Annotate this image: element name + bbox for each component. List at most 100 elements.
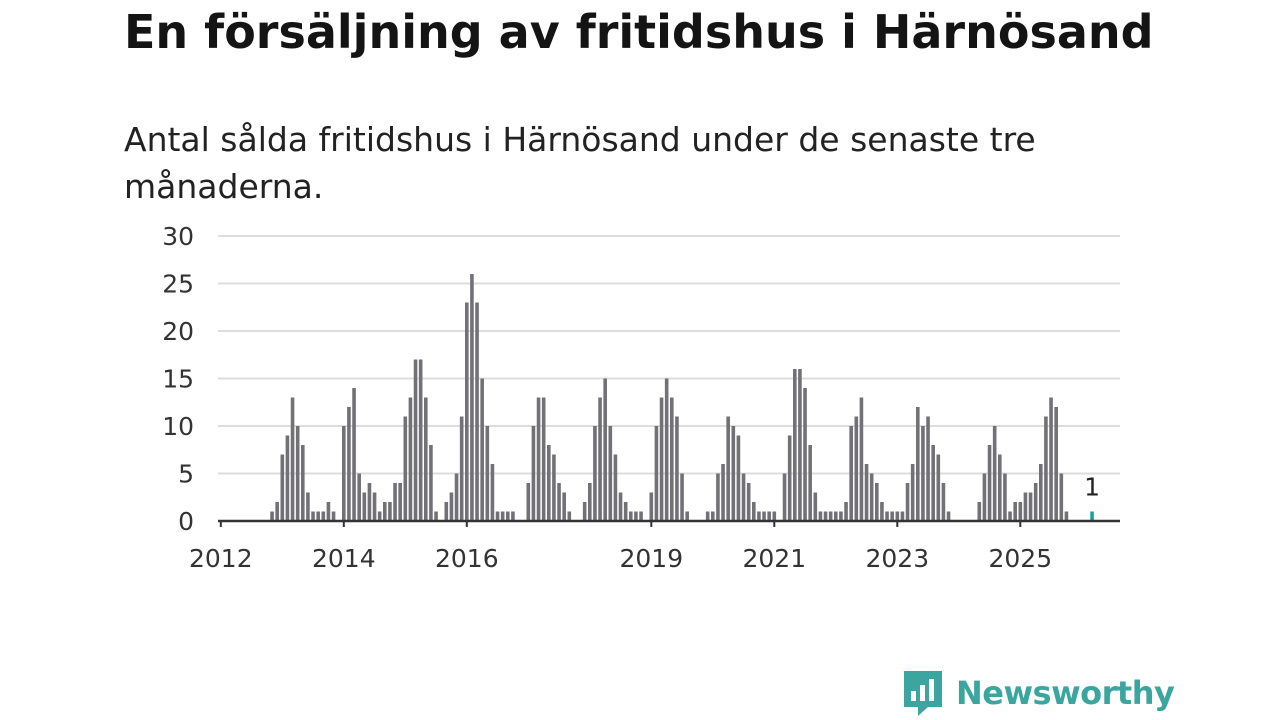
bar [685,511,689,521]
bar [357,473,361,521]
bar [752,502,756,521]
newsworthy-brand: Newsworthy [902,668,1175,718]
last-value-label: 1 [1084,473,1100,502]
bar [675,416,679,521]
bar [926,416,930,521]
bar [593,426,597,521]
bar [798,369,802,521]
bar [1003,473,1007,521]
bar [388,502,392,521]
bar [301,445,305,521]
bar [654,426,659,521]
bar [808,445,812,521]
bar [367,483,372,521]
bar [629,511,633,521]
bar [716,473,720,521]
bar [459,416,464,521]
bar [454,473,459,521]
bar [711,511,715,521]
bar [557,483,561,521]
bar [670,397,674,521]
bar [393,483,397,521]
bar [511,511,515,521]
bar [998,454,1002,521]
bar [1054,407,1058,521]
bar [362,492,367,521]
bar [316,511,320,521]
bar [444,502,449,521]
chart-headline: En försäljning av fritidshus i Härnösand [124,5,1154,59]
bar [818,511,823,521]
bar [398,483,402,521]
bar [649,492,654,521]
bar [895,511,900,521]
y-tick-label: 30 [162,222,194,251]
bar [992,426,997,521]
bar [680,473,684,521]
bar [787,435,792,521]
y-tick-label: 5 [178,460,194,489]
bar [782,473,787,521]
bar [849,426,853,521]
bar [342,426,346,521]
bar [331,511,336,521]
bar [588,483,592,521]
bar [526,483,531,521]
x-tick-label: 2023 [865,544,929,573]
bar [562,492,566,521]
x-tick-label: 2021 [742,544,806,573]
bar [347,407,351,521]
x-tick-label: 2025 [988,544,1052,573]
bar [311,511,315,521]
bar [418,359,423,521]
bar [531,426,536,521]
bar [536,397,541,521]
bar [634,511,638,521]
y-tick-label: 20 [162,317,194,346]
bar [618,492,623,521]
bar [470,274,474,521]
newsworthy-logo-icon [904,671,942,716]
brand-name: Newsworthy [956,674,1175,712]
x-tick-label: 2016 [435,544,499,573]
bar [869,473,874,521]
bar [705,511,710,521]
bar [757,511,761,521]
bar [1018,502,1023,521]
y-tick-label: 15 [162,365,194,394]
bar [295,426,300,521]
bar [854,416,859,521]
bar [1044,416,1048,521]
bar [280,454,285,521]
bar [977,502,982,521]
bar [823,511,828,521]
x-tick-label: 2014 [312,544,376,573]
y-tick-label: 10 [162,412,194,441]
bar [864,464,869,521]
bar [290,397,295,521]
bar [982,473,987,521]
bar [741,473,746,521]
bar [813,492,818,521]
bar [921,426,925,521]
bar [1059,473,1064,521]
bar [803,388,807,521]
bar [839,511,843,521]
bar [936,454,941,521]
bar [793,369,797,521]
bar [987,445,992,521]
bar [598,397,602,521]
bar [731,426,736,521]
bar [664,378,669,521]
bar [875,483,879,521]
bar [880,502,884,521]
bar-highlight [1090,511,1094,521]
bar [834,511,838,521]
bar [1013,502,1017,521]
chart-subtitle: Antal sålda fritidshus i Härnösand under… [124,120,1036,206]
bar [900,511,905,521]
bar [844,502,848,521]
bar [352,388,356,521]
bar [475,302,479,521]
bar [1039,464,1043,521]
